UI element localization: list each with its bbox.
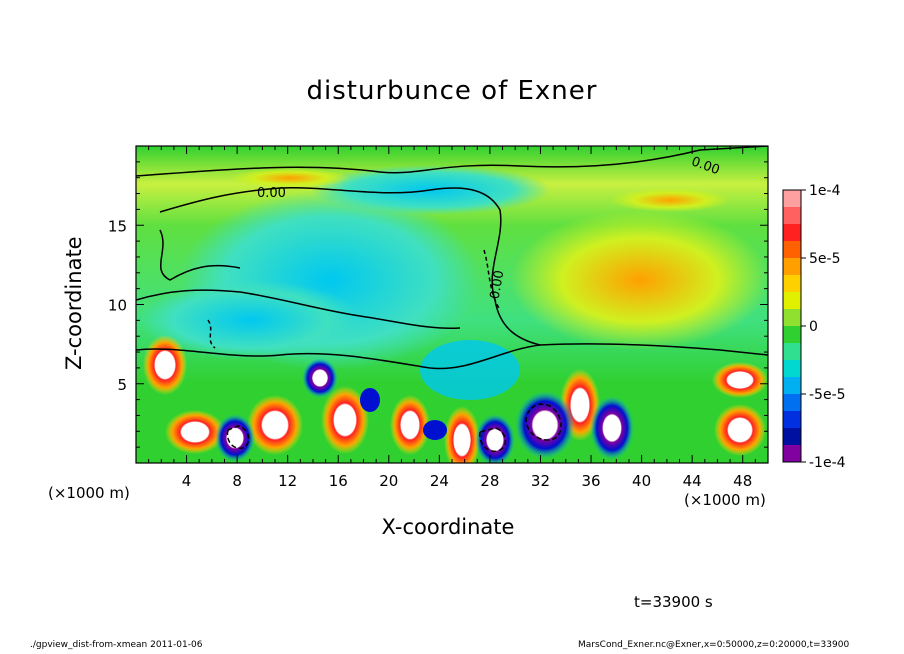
colorbar-swatch: [783, 360, 801, 378]
colorbar-swatch: [783, 224, 801, 242]
colorbar-swatch: [783, 377, 801, 395]
colorbar-tick-label: 1e-4: [809, 183, 841, 199]
field-layer: [136, 146, 768, 463]
x-tick-label: 16: [329, 472, 348, 490]
y-tick-label: 15: [108, 217, 127, 235]
contour-label: 0.00: [488, 269, 508, 300]
x-tick-label: 44: [683, 472, 702, 490]
x-tick-label: 4: [182, 472, 192, 490]
x-tick-label: 32: [531, 472, 550, 490]
time-annotation: t=33900 s: [634, 593, 713, 611]
x-axis-ticks: 4 8 12 16 20 24 28 32 36 40 44 48: [148, 146, 756, 490]
x-unit-right: (×1000 m): [684, 491, 766, 509]
colorbar: 1e-4 5e-5 0 -5e-5 -1e-4: [782, 183, 846, 471]
colorbar-swatch: [783, 445, 801, 463]
x-tick-label: 24: [430, 472, 449, 490]
y-tick-label: 5: [117, 376, 127, 394]
y-axis-label: Z-coordinate: [62, 236, 86, 370]
colorbar-swatch: [783, 241, 801, 259]
colorbar-swatch: [783, 190, 801, 208]
x-tick-label: 20: [379, 472, 398, 490]
colorbar-tick-label: -5e-5: [809, 387, 846, 403]
x-tick-label: 12: [278, 472, 297, 490]
contour-label: 0.00: [257, 186, 286, 201]
footer-left: ./gpview_dist-from-xmean 2011-01-06: [30, 640, 203, 650]
colorbar-tick-label: 5e-5: [809, 251, 840, 267]
colorbar-swatch: [783, 394, 801, 412]
footer-right: MarsCond_Exner.nc@Exner,x=0:50000,z=0:20…: [578, 640, 850, 650]
x-axis-label: X-coordinate: [0, 515, 904, 539]
colorbar-tick-label: -1e-4: [809, 455, 846, 471]
colorbar-swatch: [783, 428, 801, 446]
colorbar-swatch: [783, 411, 801, 429]
x-tick-label: 8: [232, 472, 242, 490]
colorbar-swatch: [783, 258, 801, 276]
colorbar-tick-label: 0: [809, 319, 818, 335]
x-tick-label: 40: [632, 472, 651, 490]
x-unit-left: (×1000 m): [48, 484, 130, 502]
y-axis-ticks: 5 10 15: [108, 161, 768, 448]
colorbar-swatch: [783, 309, 801, 327]
colorbar-swatch: [783, 326, 801, 344]
colorbar-swatch: [783, 207, 801, 225]
y-tick-label: 10: [108, 297, 127, 315]
x-tick-label: 48: [733, 472, 752, 490]
x-axis-label-text: X-coordinate: [381, 515, 515, 539]
colorbar-swatch: [783, 292, 801, 310]
x-tick-label: 28: [480, 472, 499, 490]
chart-title: disturbunce of Exner: [306, 76, 598, 106]
x-tick-label: 36: [581, 472, 600, 490]
colorbar-swatch: [783, 275, 801, 293]
colorbar-swatch: [783, 343, 801, 361]
